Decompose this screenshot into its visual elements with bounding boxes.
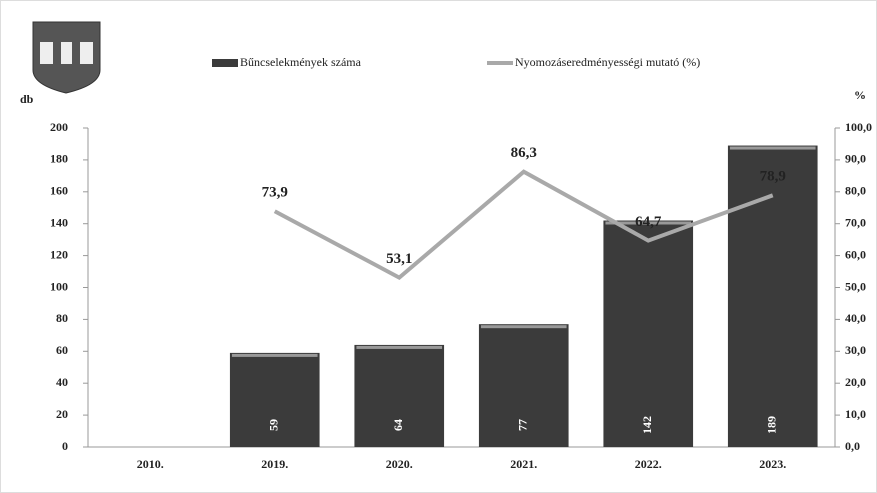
x-tick-label: 2021. bbox=[510, 457, 537, 471]
line-value-label: 86,3 bbox=[511, 145, 537, 161]
y-tick-label: 80 bbox=[56, 311, 68, 325]
y2-tick-label: 70,0 bbox=[845, 215, 866, 229]
y-tick-label: 180 bbox=[50, 152, 68, 166]
y2-tick-label: 30,0 bbox=[845, 343, 866, 357]
y-tick-label: 60 bbox=[56, 343, 68, 357]
y-tick-label: 120 bbox=[50, 247, 68, 261]
line-value-label: 53,1 bbox=[386, 251, 412, 267]
legend-swatch bbox=[212, 59, 238, 67]
bar-highlight bbox=[231, 353, 318, 357]
y-tick-label: 200 bbox=[50, 120, 68, 134]
legend-label: Bűncselekmények száma bbox=[240, 55, 362, 69]
x-tick-label: 2023. bbox=[759, 457, 786, 471]
y2-axis-label: % bbox=[854, 88, 866, 102]
bar bbox=[727, 145, 818, 448]
y-tick-label: 140 bbox=[50, 215, 68, 229]
bar-value-label: 77 bbox=[516, 419, 530, 431]
bar-value-label: 64 bbox=[391, 419, 405, 431]
x-tick-label: 2019. bbox=[261, 457, 288, 471]
bar-value-label: 59 bbox=[267, 419, 281, 431]
line-value-label: 78,9 bbox=[760, 169, 786, 185]
bar-highlight bbox=[605, 221, 692, 225]
legend-label: Nyomozáseredményességi mutató (%) bbox=[515, 55, 700, 69]
bar bbox=[229, 352, 320, 447]
line-value-label: 73,9 bbox=[262, 185, 288, 201]
y-tick-label: 0 bbox=[62, 439, 68, 453]
bar bbox=[603, 220, 694, 447]
y-axis-label: db bbox=[20, 92, 34, 106]
y2-tick-label: 100,0 bbox=[845, 120, 872, 134]
bar-highlight bbox=[480, 325, 567, 329]
bar bbox=[478, 324, 569, 447]
bar-highlight bbox=[729, 146, 816, 150]
y-tick-label: 100 bbox=[50, 279, 68, 293]
y-tick-label: 20 bbox=[56, 407, 68, 421]
y-tick-label: 160 bbox=[50, 184, 68, 198]
y2-tick-label: 40,0 bbox=[845, 311, 866, 325]
x-tick-label: 2020. bbox=[386, 457, 413, 471]
y2-tick-label: 60,0 bbox=[845, 247, 866, 261]
y2-tick-label: 10,0 bbox=[845, 407, 866, 421]
bar-highlight bbox=[356, 345, 443, 349]
bar-value-label: 189 bbox=[765, 416, 779, 434]
y2-tick-label: 20,0 bbox=[845, 375, 866, 389]
line-value-label: 64,7 bbox=[635, 214, 662, 230]
y-tick-label: 40 bbox=[56, 375, 68, 389]
x-tick-label: 2010. bbox=[137, 457, 164, 471]
y2-tick-label: 90,0 bbox=[845, 152, 866, 166]
y2-tick-label: 50,0 bbox=[845, 279, 866, 293]
bar-value-label: 142 bbox=[640, 416, 654, 434]
bar bbox=[354, 344, 445, 447]
line bbox=[273, 169, 774, 281]
logo bbox=[32, 21, 101, 94]
y2-tick-label: 0,0 bbox=[845, 439, 860, 453]
y2-tick-label: 80,0 bbox=[845, 184, 866, 198]
x-tick-label: 2022. bbox=[635, 457, 662, 471]
